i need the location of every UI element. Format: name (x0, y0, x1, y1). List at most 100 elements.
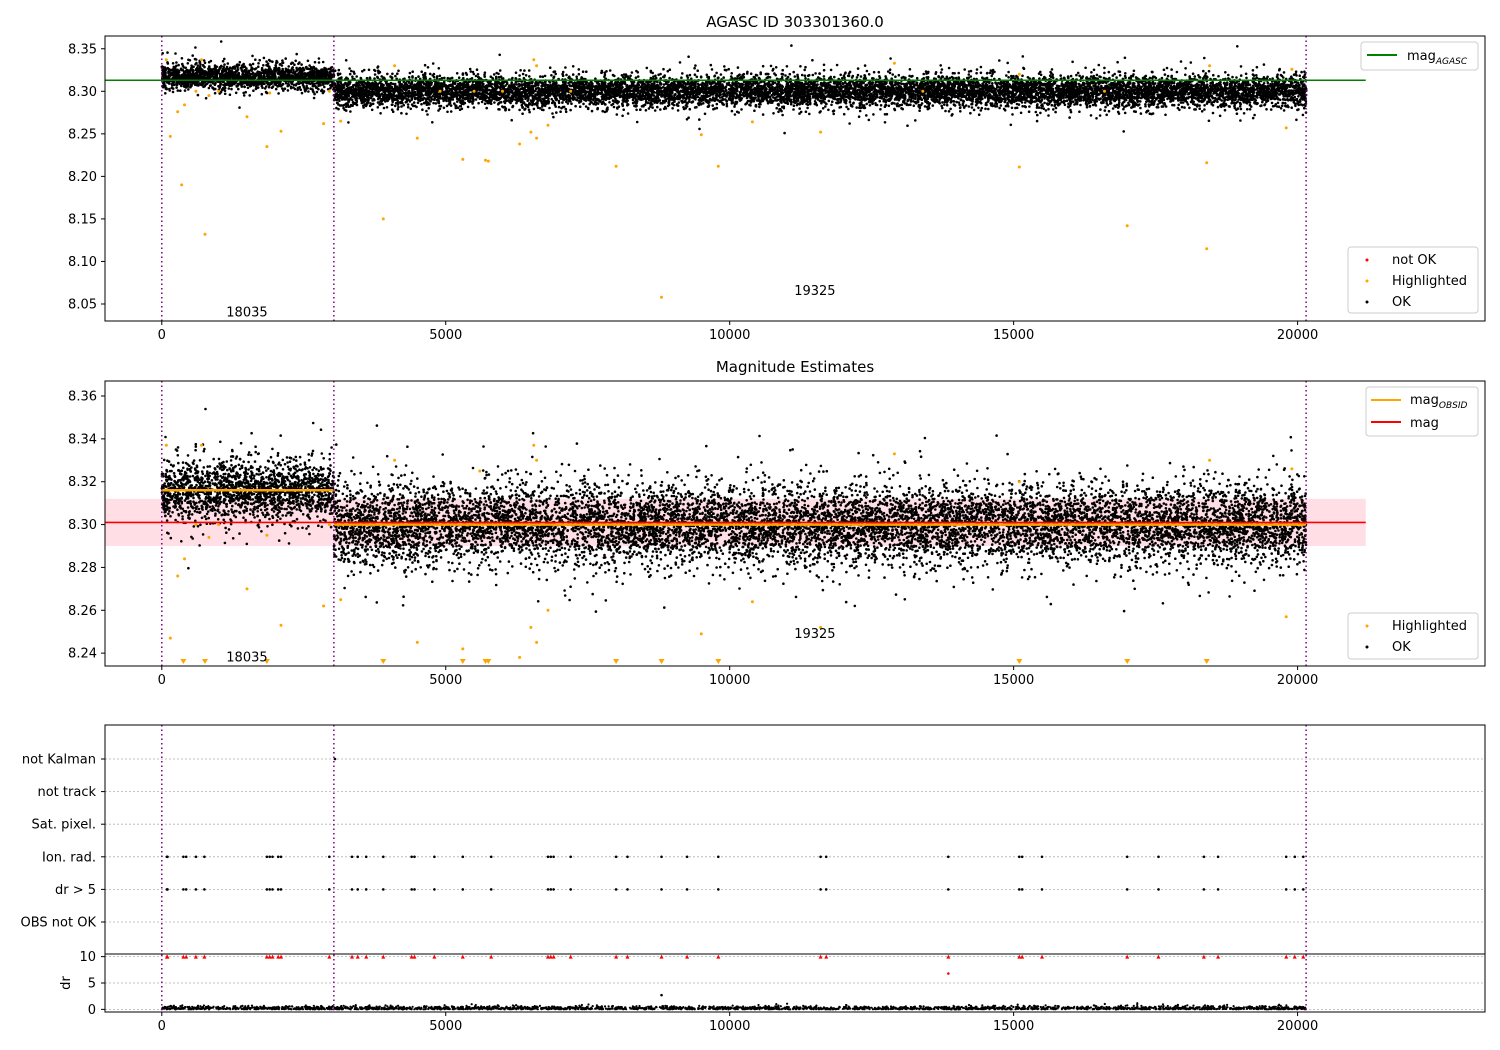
ok-point (1067, 102, 1070, 105)
ok-point (761, 113, 765, 116)
ok-point (233, 65, 236, 68)
ok-point (180, 82, 184, 86)
ok-point (180, 57, 184, 60)
ok-point (305, 67, 309, 70)
ok-point (281, 87, 284, 90)
ok-point (1252, 74, 1256, 77)
ok-point (172, 67, 175, 70)
ok-point (269, 59, 272, 63)
ok-point (166, 51, 169, 54)
ok-point (323, 70, 327, 73)
ok-point (856, 67, 860, 70)
ok-point (322, 90, 326, 93)
ok-point (180, 68, 184, 72)
ok-point (226, 62, 230, 65)
ok-point (228, 84, 231, 88)
ok-point (245, 73, 248, 76)
ok-point (263, 69, 267, 73)
ok-point (1191, 72, 1195, 75)
ok-point (287, 71, 291, 75)
ok-point (282, 72, 285, 76)
ok-point (289, 62, 293, 65)
ok-point (394, 74, 397, 78)
ok-point (236, 63, 239, 66)
ok-point (317, 61, 321, 64)
ok-point (236, 84, 239, 87)
ok-point (231, 71, 234, 75)
ok-point (227, 87, 231, 90)
ok-point (859, 75, 863, 78)
ok-point (446, 110, 449, 114)
ok-point (322, 72, 325, 76)
ok-point (187, 58, 190, 62)
ok-point (211, 82, 215, 85)
ok-point (184, 69, 188, 73)
ok-point (278, 76, 281, 80)
ok-point (671, 107, 674, 110)
ok-point (608, 69, 612, 72)
ok-point (1035, 119, 1039, 123)
ok-point (312, 96, 316, 100)
ok-point (310, 75, 314, 79)
ok-point (318, 76, 322, 80)
ok-point (189, 83, 192, 87)
ok-point (376, 97, 380, 101)
ok-point (464, 71, 468, 75)
ok-point (872, 113, 875, 116)
ok-point (255, 72, 259, 75)
ok-point (196, 93, 200, 97)
ok-point (330, 73, 333, 77)
ok-point (213, 68, 216, 71)
ok-point (176, 89, 180, 92)
ok-point (569, 108, 572, 112)
ok-point (173, 83, 176, 87)
ok-point (570, 102, 573, 105)
ok-point (172, 71, 176, 75)
ok-point (577, 68, 581, 71)
ok-point (564, 66, 567, 69)
ok-point (171, 90, 175, 94)
ok-point (832, 112, 835, 116)
ok-point (254, 87, 258, 91)
ok-point (238, 106, 241, 109)
ok-point (327, 67, 330, 71)
ok-point (277, 92, 280, 95)
ok-point (260, 92, 264, 96)
ok-point (262, 64, 265, 67)
ok-point (294, 59, 298, 63)
ok-point (686, 102, 689, 105)
ok-point (914, 119, 917, 122)
ok-point (775, 106, 778, 110)
ok-point (442, 106, 446, 110)
ok-point (242, 91, 245, 95)
ok-point (239, 76, 242, 80)
ok-point (202, 85, 205, 89)
ok-point (325, 72, 329, 75)
ok-point (1019, 111, 1023, 115)
ok-point (382, 106, 386, 110)
ok-point (174, 74, 178, 77)
ok-point (485, 106, 489, 110)
ok-point (693, 73, 697, 76)
ok-point (177, 76, 181, 80)
ok-point (168, 87, 171, 91)
ok-point (222, 68, 226, 72)
ok-points (160, 40, 1308, 135)
ok-point (250, 66, 253, 69)
ok-point (266, 75, 269, 78)
ok-point (252, 89, 255, 92)
ok-point (979, 65, 983, 69)
ok-point (200, 81, 204, 84)
ok-point (897, 73, 901, 77)
ok-point (242, 62, 245, 66)
ok-point (626, 112, 630, 115)
ok-point (427, 106, 431, 110)
ok-point (192, 81, 195, 84)
ok-point (260, 66, 264, 70)
ok-point (291, 66, 295, 69)
ok-point (208, 65, 211, 68)
ok-point (305, 81, 309, 85)
ok-point (261, 71, 265, 75)
ok-point (281, 61, 285, 64)
